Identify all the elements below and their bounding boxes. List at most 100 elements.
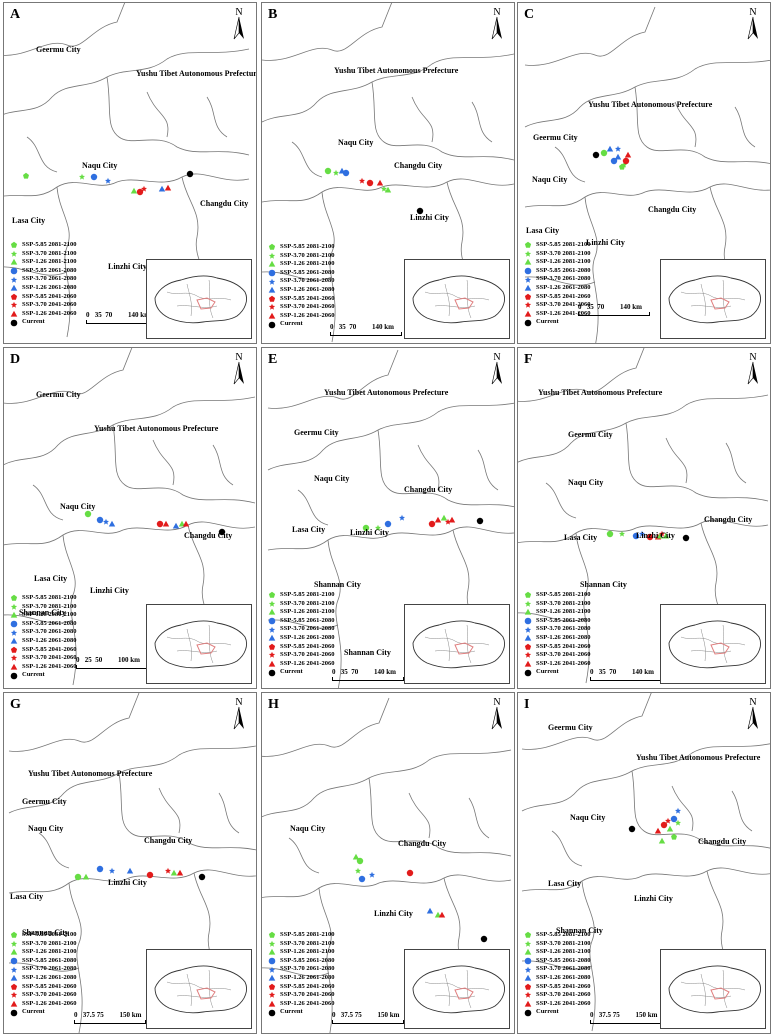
legend-item: SSP-5.85 2081-2100: [267, 243, 335, 252]
boundary-line: [551, 830, 583, 867]
city-label: Naqu City: [60, 502, 96, 511]
city-label: Naqu City: [314, 474, 350, 483]
city-label: Geermu City: [533, 133, 578, 142]
city-label: Shannan City: [580, 580, 627, 589]
legend-text: SSP-1.26 2081-2100: [280, 608, 335, 616]
boundary-line: [62, 534, 77, 686]
boundary-map: [521, 693, 770, 1032]
svg-text:N: N: [749, 352, 756, 363]
legend-item: SSP-3.70 2081-2100: [523, 600, 591, 609]
north-arrow-icon: N: [742, 5, 764, 41]
marker-red-t: [176, 869, 184, 876]
legend-text: SSP-5.85 2081-2100: [536, 931, 591, 938]
marker-blue-s: [615, 145, 621, 152]
north-arrow-icon: N: [742, 695, 764, 731]
legend-text: SSP-3.70 2041-2060: [536, 991, 591, 999]
legend-text: SSP-5.85 2041-2060: [22, 645, 77, 653]
legend-text: SSP-3.70 2061-2080: [22, 275, 77, 283]
marker-green-t: [130, 187, 138, 194]
legend-text: SSP-5.85 2081-2100: [536, 241, 591, 248]
legend-black-c-icon: [10, 672, 18, 679]
legend-green-p-icon: [268, 243, 276, 250]
legend-green-s-icon: [10, 250, 18, 257]
svg-text:N: N: [235, 352, 242, 363]
city-label: Naqu City: [532, 175, 568, 184]
legend-blue-s-icon: [10, 966, 18, 973]
map-panel-i: I N Geermu City Yushu Tibet Autonomous Pref…: [517, 692, 771, 1034]
marker-blue-s: [369, 871, 375, 878]
legend-item: Current: [523, 1008, 591, 1017]
legend-text: SSP-5.85 2041-2060: [22, 292, 77, 300]
boundary-line: [377, 429, 514, 508]
north-arrow-icon: N: [486, 695, 508, 731]
marker-black-c: [198, 873, 206, 881]
boundary-line: [731, 790, 753, 832]
svg-text:N: N: [749, 7, 756, 18]
marker-green-p: [23, 172, 29, 179]
inset-locator-map: [660, 604, 766, 684]
legend-text: SSP-3.70 2081-2100: [22, 249, 77, 257]
city-label: Geermu City: [36, 390, 81, 399]
legend-item: SSP-3.70 2081-2100: [9, 250, 77, 259]
marker-blue-c: [358, 875, 366, 883]
legend-text: SSP-1.26 2061-2080: [22, 283, 77, 291]
boundary-line: [4, 348, 133, 404]
boundary-line: [26, 136, 58, 173]
legend-text: SSP-5.85 2041-2060: [536, 982, 591, 990]
city-label: Lasa City: [526, 226, 560, 235]
north-arrow-icon: N: [486, 350, 508, 386]
marker-green-t: [662, 532, 670, 539]
legend-text: SSP-1.26 2041-2060: [280, 311, 335, 319]
city-label: Yushu Tibet Autonomous Prefecture: [334, 66, 459, 75]
boundary-line: [118, 772, 256, 851]
boundary-line: [206, 96, 228, 138]
legend-item: Current: [267, 320, 335, 329]
city-label: Linzhi City: [410, 213, 449, 222]
legend-text: Current: [280, 1008, 303, 1016]
legend-text: SSP-1.26 2081-2100: [280, 260, 335, 268]
legend: SSP-5.85 2081-2100 SSP-3.70 2081-2100 SSP-…: [267, 591, 335, 677]
legend-red-t-icon: [268, 1000, 276, 1007]
legend-green-t-icon: [268, 609, 276, 616]
marker-red-c: [428, 520, 436, 528]
legend-black-c-icon: [268, 669, 276, 676]
legend-text: SSP-5.85 2041-2060: [22, 982, 77, 990]
marker-green-s: [375, 524, 381, 531]
north-arrow-icon: N: [228, 695, 250, 731]
legend-item: SSP-3.70 2061-2080: [9, 628, 77, 637]
legend-text: SSP-3.70 2041-2060: [280, 303, 335, 311]
city-label: Lasa City: [548, 879, 582, 888]
boundary-map: [524, 6, 770, 343]
marker-black-c: [592, 151, 600, 159]
boundary-line: [471, 101, 493, 143]
city-label: Linzhi City: [634, 894, 673, 903]
legend-item: Current: [9, 671, 77, 680]
scale-label: 0 35 70 140 km: [578, 303, 642, 311]
marker-red-t: [654, 827, 662, 834]
legend-item: SSP-1.26 2081-2100: [267, 948, 335, 957]
scale-bar: 0 35 70 140 km: [86, 311, 158, 324]
city-label: Shannan City: [314, 580, 361, 589]
svg-text:N: N: [493, 7, 500, 18]
legend-item: SSP-1.26 2061-2080: [267, 974, 335, 983]
legend-item: SSP-1.26 2081-2100: [523, 258, 591, 267]
legend-item: SSP-1.26 2041-2060: [267, 312, 335, 321]
city-label: Changdu City: [394, 161, 443, 170]
marker-red-t: [434, 516, 442, 523]
marker-red-c: [146, 871, 154, 879]
marker-red-c: [366, 179, 374, 187]
legend-text: SSP-5.85 2041-2060: [536, 642, 591, 650]
svg-text:N: N: [493, 697, 500, 708]
boundary-line: [297, 489, 329, 526]
legend-red-t-icon: [524, 1000, 532, 1007]
marker-blue-t: [426, 907, 434, 914]
scale-line: [76, 665, 148, 669]
boundary-line: [368, 777, 512, 857]
legend-green-s-icon: [524, 940, 532, 947]
legend-item: SSP-3.70 2061-2080: [523, 275, 591, 284]
legend-item: Current: [9, 1008, 77, 1017]
scale-label: 0 37.5 75 150 km: [590, 1011, 658, 1019]
scale-label: 0 37.5 75 150 km: [332, 1011, 400, 1019]
boundary-line: [581, 880, 596, 1032]
legend-text: SSP-3.70 2081-2100: [536, 249, 591, 257]
